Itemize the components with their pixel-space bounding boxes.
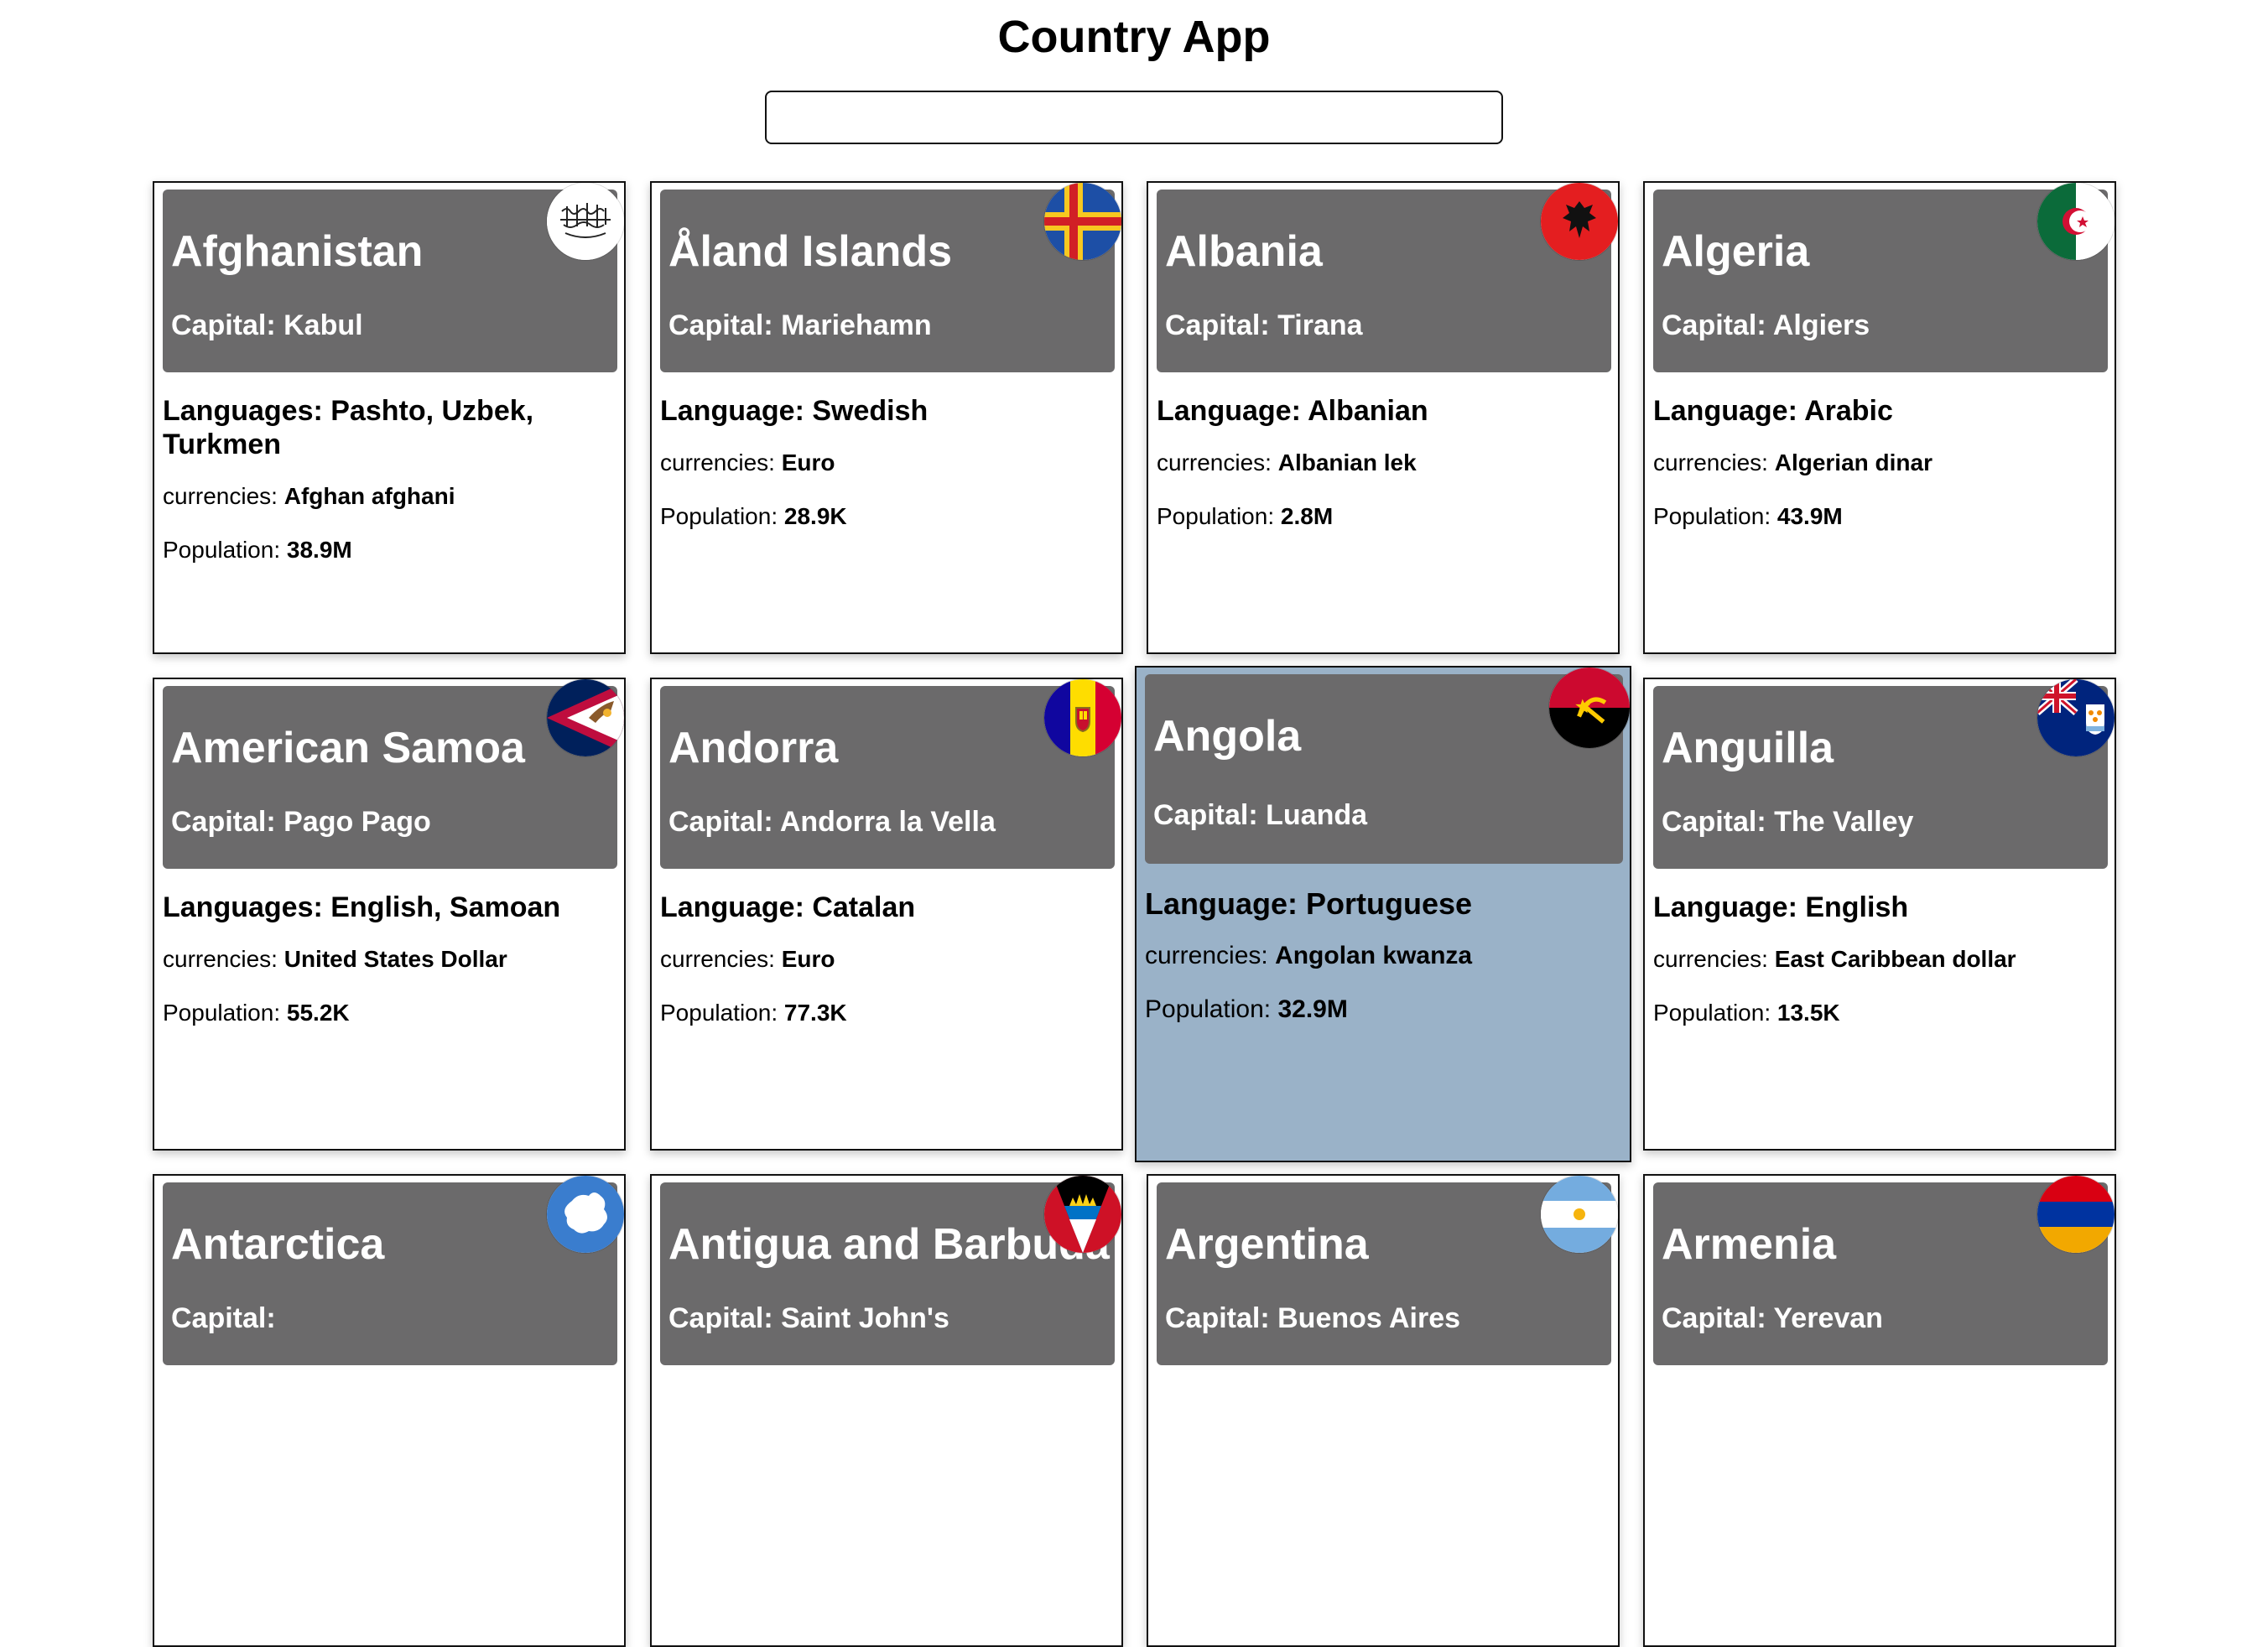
country-capital: Capital: Tirana xyxy=(1165,309,1363,341)
anguilla-flag-icon xyxy=(2037,679,2115,756)
andorra-flag-icon xyxy=(1044,679,1121,756)
country-card-argentina[interactable]: Argentina Capital: Buenos Aires xyxy=(1147,1174,1620,1647)
country-languages: Language: Swedish xyxy=(660,395,929,427)
country-capital: Capital: The Valley xyxy=(1662,806,1914,838)
algeria-flag-icon xyxy=(2037,183,2115,260)
country-card-american-samoa[interactable]: American Samoa Capital: Pago Pago Langua… xyxy=(153,678,626,1151)
country-languages: Language: Albanian xyxy=(1157,395,1428,427)
page-title: Country App xyxy=(997,12,1271,62)
country-currencies: currencies: Angolan kwanza xyxy=(1145,942,1473,969)
country-languages: Language: English xyxy=(1653,891,1909,923)
card-header: Algeria Capital: Algiers xyxy=(1653,190,2108,372)
country-currencies: currencies: United States Dollar xyxy=(163,946,507,972)
country-card-albania[interactable]: Albania Capital: Tirana Language: Albani… xyxy=(1147,181,1620,654)
country-population: Population: 13.5K xyxy=(1653,1000,1840,1026)
aland-islands-flag-icon xyxy=(1044,183,1121,260)
country-card-angola[interactable]: Angola Capital: Luanda Language: Portugu… xyxy=(1135,666,1631,1162)
country-name: Anguilla xyxy=(1662,724,1834,772)
country-card-aland-islands[interactable]: Åland Islands Capital: Mariehamn Languag… xyxy=(650,181,1123,654)
country-capital: Capital: Pago Pago xyxy=(171,806,431,838)
armenia-flag-icon xyxy=(2037,1176,2115,1253)
country-name: Antigua and Barbuda xyxy=(668,1220,1110,1269)
afghanistan-flag-icon xyxy=(547,183,624,260)
country-population: Population: 2.8M xyxy=(1157,503,1334,529)
angola-flag-icon xyxy=(1549,668,1630,748)
country-card-antigua-and-barbuda[interactable]: Antigua and Barbuda Capital: Saint John'… xyxy=(650,1174,1123,1647)
country-name: Albania xyxy=(1165,227,1323,276)
card-header: Anguilla Capital: The Valley xyxy=(1653,686,2108,869)
country-population: Population: 38.9M xyxy=(163,537,352,563)
country-card-algeria[interactable]: Algeria Capital: Algiers Language: Arabi… xyxy=(1643,181,2116,654)
antarctica-flag-icon xyxy=(547,1176,624,1253)
antigua-and-barbuda-flag-icon xyxy=(1044,1176,1121,1253)
country-currencies: currencies: Algerian dinar xyxy=(1653,449,1932,475)
country-population: Population: 32.9M xyxy=(1145,995,1348,1023)
search-input[interactable] xyxy=(765,91,1503,144)
country-population: Population: 77.3K xyxy=(660,1000,847,1026)
country-capital: Capital: Buenos Aires xyxy=(1165,1302,1461,1334)
country-capital: Capital: Yerevan xyxy=(1662,1302,1883,1334)
country-name: Argentina xyxy=(1165,1220,1369,1269)
country-currencies: currencies: Euro xyxy=(660,946,835,972)
country-population: Population: 28.9K xyxy=(660,503,847,529)
country-population: Population: 43.9M xyxy=(1653,503,1843,529)
country-name: Åland Islands xyxy=(668,227,953,276)
country-languages: Languages: English, Samoan xyxy=(163,891,561,923)
country-name: Afghanistan xyxy=(171,227,424,276)
card-header: Åland Islands Capital: Mariehamn xyxy=(660,190,1115,372)
country-capital: Capital: Kabul xyxy=(171,309,363,341)
country-name: Algeria xyxy=(1662,227,1810,276)
country-languages: Language: Catalan xyxy=(660,891,916,923)
country-capital: Capital: Algiers xyxy=(1662,309,1870,341)
american-samoa-flag-icon xyxy=(547,679,624,756)
albania-flag-icon xyxy=(1541,183,1618,260)
country-currencies: currencies: Afghan afghani xyxy=(163,483,455,509)
country-currencies: currencies: East Caribbean dollar xyxy=(1653,946,2016,972)
country-name: Armenia xyxy=(1662,1220,1837,1269)
card-header: Angola Capital: Luanda xyxy=(1145,674,1623,864)
country-name: Andorra xyxy=(668,724,839,772)
country-capital: Capital: Luanda xyxy=(1153,799,1368,831)
card-header: Albania Capital: Tirana xyxy=(1157,190,1611,372)
country-name: Angola xyxy=(1153,712,1302,761)
country-currencies: currencies: Euro xyxy=(660,449,835,475)
country-name: Antarctica xyxy=(171,1220,385,1269)
country-capital: Capital: Andorra la Vella xyxy=(668,806,996,838)
country-card-anguilla[interactable]: Anguilla Capital: The Valley Language: E… xyxy=(1643,678,2116,1151)
country-languages: Language: Arabic xyxy=(1653,395,1893,427)
card-header: American Samoa Capital: Pago Pago xyxy=(163,686,617,869)
country-languages: Language: Portuguese xyxy=(1145,886,1473,921)
country-name: American Samoa xyxy=(171,724,525,772)
country-currencies: currencies: Albanian lek xyxy=(1157,449,1417,475)
country-capital: Capital: Saint John's xyxy=(668,1302,949,1334)
card-header: Andorra Capital: Andorra la Vella xyxy=(660,686,1115,869)
card-header: Afghanistan Capital: Kabul xyxy=(163,190,617,372)
country-capital: Capital: Mariehamn xyxy=(668,309,932,341)
country-capital: Capital: xyxy=(171,1302,276,1334)
country-card-armenia[interactable]: Armenia Capital: Yerevan xyxy=(1643,1174,2116,1647)
country-population: Population: 55.2K xyxy=(163,1000,350,1026)
country-card-andorra[interactable]: Andorra Capital: Andorra la Vella Langua… xyxy=(650,678,1123,1151)
country-card-antarctica[interactable]: Antarctica Capital: xyxy=(153,1174,626,1647)
country-card-afghanistan[interactable]: Afghanistan Capital: Kabul Languages: Pa… xyxy=(153,181,626,654)
argentina-flag-icon xyxy=(1541,1176,1618,1253)
country-languages: Languages: Pashto, Uzbek, Turkmen xyxy=(163,395,534,460)
